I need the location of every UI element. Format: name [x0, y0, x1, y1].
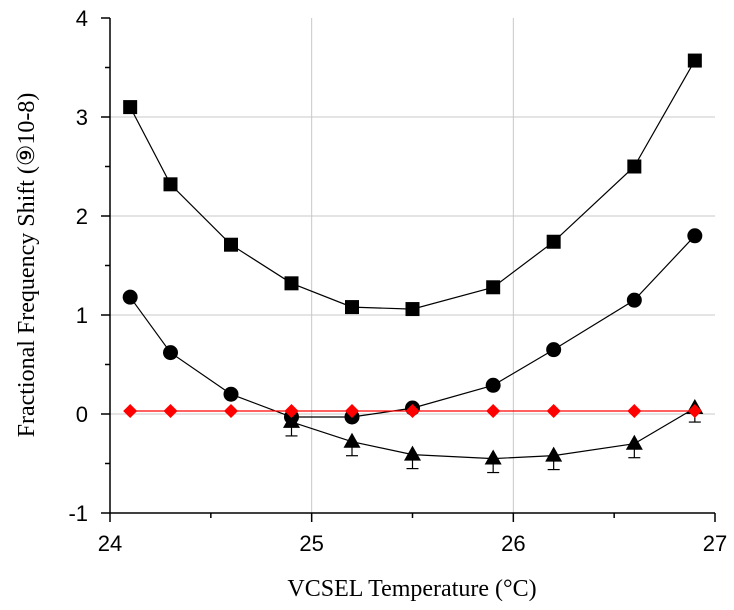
data-point — [284, 276, 299, 291]
x-tick-label: 25 — [299, 531, 323, 556]
gridlines — [110, 18, 715, 513]
x-tick-label: 24 — [98, 531, 122, 556]
series-square — [123, 53, 702, 317]
data-point — [625, 434, 643, 450]
data-point — [163, 345, 178, 361]
data-point — [343, 432, 361, 448]
y-tick-label: 4 — [76, 6, 88, 31]
series-diamond — [123, 404, 702, 419]
data-point — [404, 445, 421, 461]
data-point — [546, 234, 561, 249]
data-point — [122, 289, 138, 305]
y-axis-title: Fractional Frequency Shift (⑨10-8) — [14, 93, 40, 438]
data-point — [345, 404, 359, 419]
data-point — [687, 228, 703, 244]
series — [122, 53, 704, 474]
data-point — [687, 53, 702, 68]
data-point — [627, 159, 642, 174]
data-point — [345, 300, 359, 315]
data-point — [224, 404, 238, 419]
y-tick-label: 3 — [76, 105, 88, 130]
series-line — [129, 60, 696, 310]
axes — [109, 18, 715, 514]
data-point — [405, 404, 420, 419]
data-point — [123, 404, 138, 419]
data-point — [545, 446, 563, 462]
x-tick-label: 26 — [501, 531, 525, 556]
x-tick-label: 27 — [703, 531, 727, 556]
data-point — [486, 280, 501, 295]
y-tick-label: -1 — [68, 501, 88, 526]
data-point — [627, 404, 642, 419]
tick-labels: 24 25 26 27 -1 0 1 2 3 4 — [68, 6, 727, 556]
y-tick-label: 0 — [76, 402, 88, 427]
data-point — [223, 386, 239, 402]
data-point — [687, 404, 702, 419]
ticks — [101, 17, 716, 522]
data-point — [626, 292, 642, 308]
data-point — [546, 342, 562, 358]
data-point — [283, 412, 300, 428]
data-point — [163, 177, 178, 192]
data-point — [284, 404, 299, 419]
series-line — [129, 235, 696, 418]
data-point — [486, 404, 501, 419]
data-point — [163, 404, 178, 419]
data-point — [484, 449, 502, 465]
y-tick-label: 1 — [76, 303, 88, 328]
data-point — [485, 377, 501, 393]
data-point — [123, 100, 138, 115]
y-tick-label: 2 — [76, 204, 88, 229]
data-point — [546, 404, 561, 419]
x-axis-title: VCSEL Temperature (°C) — [287, 576, 536, 602]
data-point — [224, 237, 238, 252]
data-point — [405, 302, 420, 317]
series-circle — [122, 228, 703, 425]
